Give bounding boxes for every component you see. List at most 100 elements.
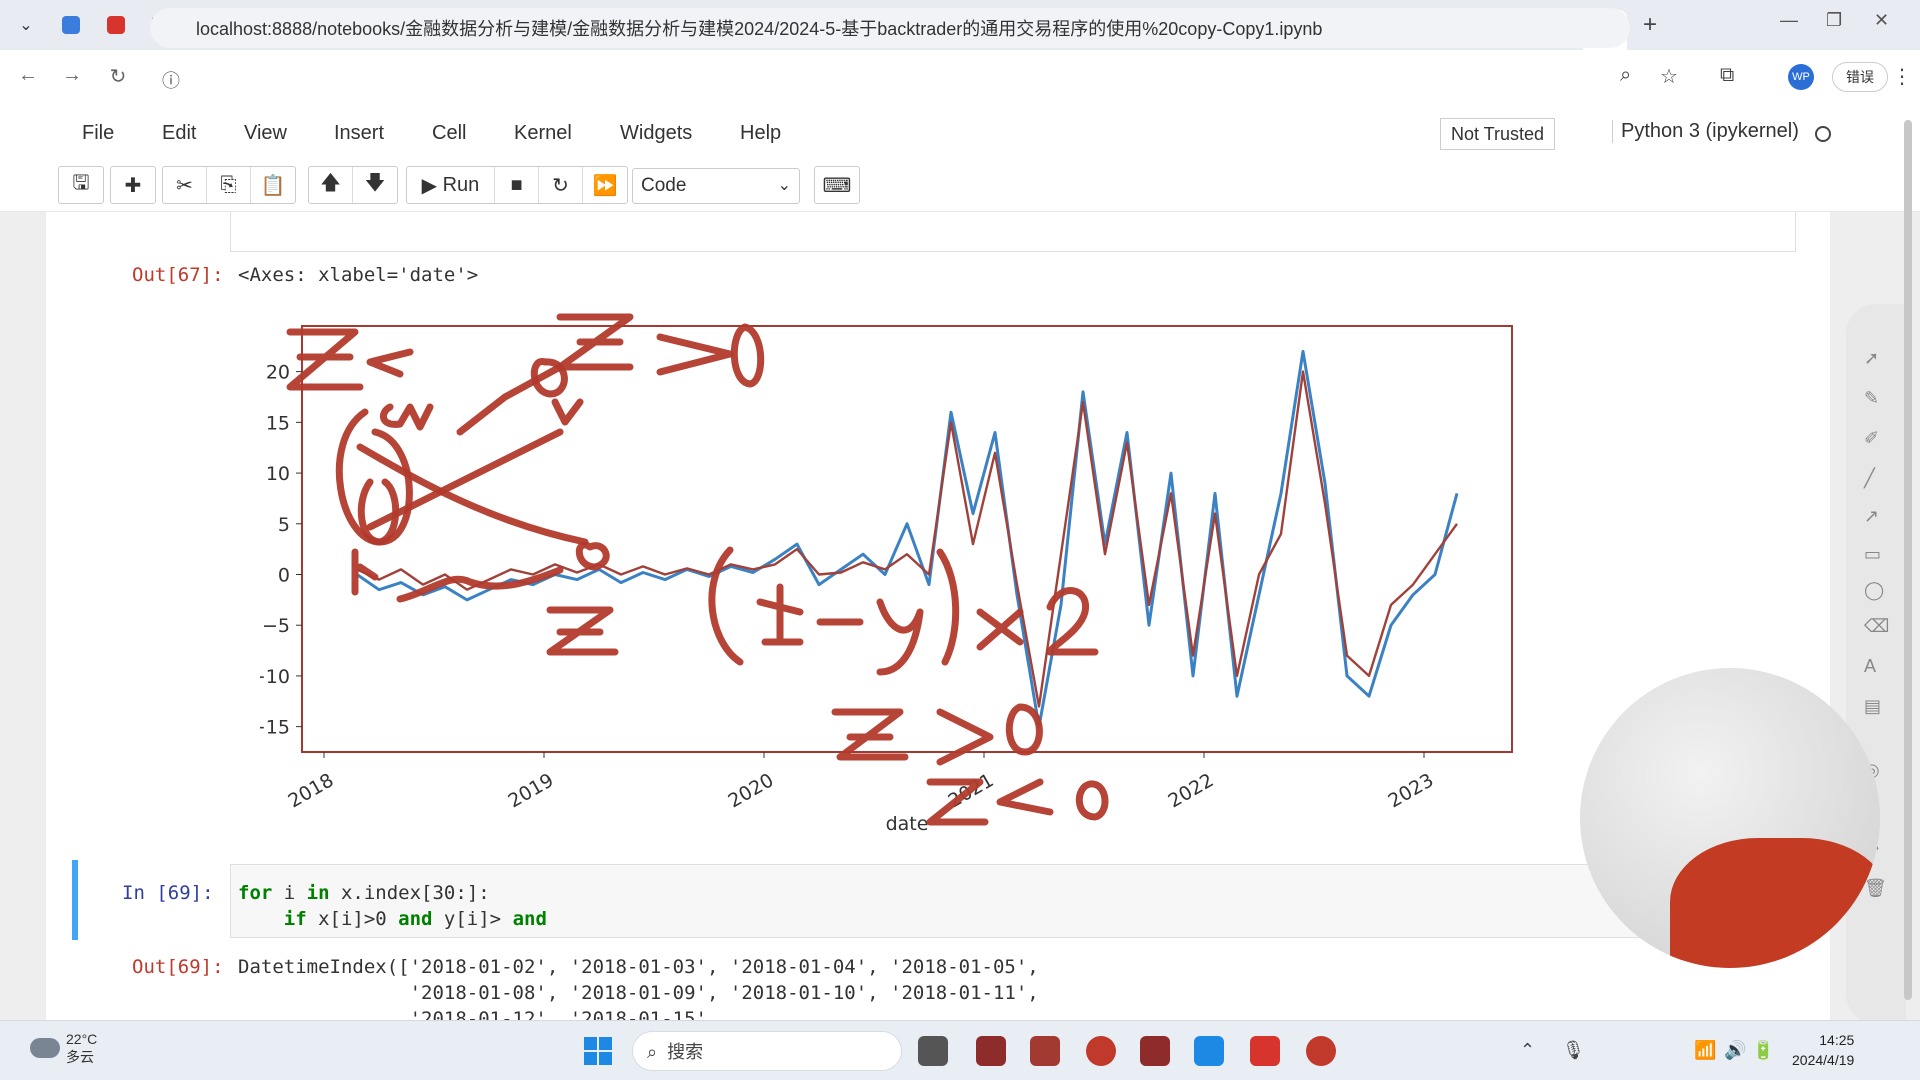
maximize-icon[interactable]: ❐ xyxy=(1826,10,1843,30)
menu-view[interactable]: View xyxy=(244,122,287,144)
annotation-stroke xyxy=(286,328,364,391)
forward-arrow-icon[interactable]: → xyxy=(62,64,82,86)
copy-icon[interactable]: ⎘ xyxy=(207,167,251,203)
pen-icon[interactable]: ✎ xyxy=(1864,388,1880,408)
eraser-icon[interactable]: ⌫ xyxy=(1864,616,1890,636)
restart-icon[interactable]: ↻ xyxy=(539,167,583,203)
kernel-name[interactable]: Python 3 (ipykernel) xyxy=(1612,120,1799,143)
new-tab-plus-icon[interactable]: + xyxy=(1643,11,1658,38)
taskbar-app-feishu-icon[interactable] xyxy=(1194,1036,1224,1066)
line-icon[interactable]: ╱ xyxy=(1864,468,1875,488)
annotation-stroke xyxy=(708,546,744,666)
code-i: i xyxy=(272,882,307,904)
cell-type-select[interactable]: Code ⌄ xyxy=(632,168,800,204)
pointer-icon[interactable]: ➚ xyxy=(1864,348,1880,368)
annotation-stroke xyxy=(351,548,379,596)
close-window-icon[interactable]: ✕ xyxy=(1874,10,1890,30)
bookmark-star-icon[interactable]: ☆ xyxy=(1660,66,1678,88)
webcam-person xyxy=(1670,838,1880,968)
page-scrollbar[interactable] xyxy=(1904,120,1912,1000)
profile-avatar[interactable]: WP xyxy=(1788,64,1814,90)
arrow-icon[interactable]: ↗ xyxy=(1864,506,1880,526)
line-plot: 20151050−5−10−15201820192020202120222023… xyxy=(250,312,1540,835)
fast-forward-icon[interactable]: ⏩ xyxy=(592,174,618,197)
tab-favicon-icon xyxy=(62,16,80,34)
annotation-stroke xyxy=(380,403,434,431)
annotation-stroke xyxy=(556,313,634,371)
chevron-down-icon: ⌄ xyxy=(777,177,791,194)
menu-cell[interactable]: Cell xyxy=(432,122,467,144)
zoom-icon[interactable]: ⌕ xyxy=(1620,64,1632,86)
taskbar-clock[interactable]: 14:25 2024/4/19 xyxy=(1792,1032,1855,1068)
menu-kernel[interactable]: Kernel xyxy=(514,122,572,144)
annotation-stroke xyxy=(396,566,564,603)
annotation-stroke xyxy=(1075,780,1109,821)
error-button[interactable]: 错误 xyxy=(1832,62,1888,92)
microphone-icon[interactable]: 🎙 xyxy=(1562,1040,1585,1060)
image-icon[interactable]: ▤ xyxy=(1864,696,1882,716)
url-input[interactable]: localhost:8888/notebooks/金融数据分析与建模/金融数据分… xyxy=(150,8,1630,48)
move-up-arrow-icon[interactable]: 🡅 xyxy=(309,167,353,203)
annotation-stroke xyxy=(831,708,909,761)
address-bar: ← → ↻ xyxy=(0,50,1920,106)
cut-scissors-icon[interactable]: ✂ xyxy=(163,167,207,203)
back-arrow-icon[interactable]: ← xyxy=(18,64,38,86)
taskbar-app-files-icon[interactable] xyxy=(918,1036,948,1066)
taskbar-app-terminal-icon[interactable] xyxy=(1140,1036,1170,1066)
annotation-stroke xyxy=(546,606,619,656)
series-line-2 xyxy=(356,370,1458,708)
paste-icon[interactable]: 📋 xyxy=(260,174,286,197)
move-down-arrow-icon[interactable]: 🡇 xyxy=(364,172,386,194)
browser-menu-icon[interactable]: ⋮ xyxy=(1892,66,1912,88)
taskbar-app-wps-icon[interactable] xyxy=(1250,1036,1280,1066)
wifi-icon[interactable]: 📶 xyxy=(1694,1040,1717,1060)
taskbar-app-record-icon[interactable] xyxy=(1306,1036,1336,1066)
minimize-icon[interactable]: — xyxy=(1780,10,1798,30)
y-tick-label: 0 xyxy=(278,565,290,587)
trust-status-button[interactable]: Not Trusted xyxy=(1440,118,1555,150)
ellipse-icon[interactable]: ◯ xyxy=(1864,580,1885,600)
taskbar-app-book-icon[interactable] xyxy=(976,1036,1006,1066)
site-info-icon[interactable]: ⓘ xyxy=(162,71,180,91)
save-icon[interactable]: 🖫 xyxy=(72,172,90,194)
keyboard-icon[interactable]: ⌨ xyxy=(822,174,852,197)
jupyter-menubar: File Edit View Insert Cell Kernel Widget… xyxy=(0,108,1920,158)
text-tool-icon[interactable]: A xyxy=(1864,656,1877,676)
browser-tab[interactable] xyxy=(98,9,134,41)
y-tick-label: −10 xyxy=(260,666,290,688)
annotation-stroke xyxy=(356,443,589,546)
taskbar-app-chrome-icon[interactable] xyxy=(1086,1036,1116,1066)
annotation-stroke xyxy=(976,608,1024,651)
y-tick-label: 10 xyxy=(266,463,290,485)
menu-file[interactable]: File xyxy=(82,122,115,144)
menu-help[interactable]: Help xyxy=(740,122,782,144)
code-y: y[i]> xyxy=(432,908,513,930)
tray-chevron-icon[interactable]: ⌃ xyxy=(1520,1040,1536,1060)
weather-widget[interactable]: 22°C 多云 xyxy=(30,1030,97,1066)
x-tick-label: 2022 xyxy=(1165,769,1218,812)
taskbar-app-folder-icon[interactable] xyxy=(1030,1036,1060,1066)
rectangle-icon[interactable]: ▭ xyxy=(1864,544,1882,564)
out67-text: <Axes: xlabel='date'> xyxy=(238,264,479,286)
menu-widgets[interactable]: Widgets xyxy=(620,122,693,144)
y-tick-label: −15 xyxy=(260,717,290,739)
tab-list-chevron-icon[interactable]: ⌄ xyxy=(19,17,33,34)
battery-icon[interactable]: 🔋 xyxy=(1752,1040,1775,1060)
run-button[interactable]: ▶ Run xyxy=(407,167,495,203)
stop-square-icon[interactable]: ■ xyxy=(495,167,539,203)
kw-if: if xyxy=(238,908,307,930)
reload-icon[interactable]: ↻ xyxy=(109,66,127,88)
menu-insert[interactable]: Insert xyxy=(334,122,385,144)
insert-cell-plus-icon[interactable]: ✚ xyxy=(124,174,142,197)
volume-icon[interactable]: 🔊 xyxy=(1724,1040,1747,1060)
windows-start-icon[interactable] xyxy=(584,1037,612,1065)
code-line-1: for i in x.index[30:]: xyxy=(238,882,490,904)
annotation-stroke xyxy=(936,708,994,766)
kw-and-1: and xyxy=(398,908,433,930)
extensions-icon[interactable]: ⧉ xyxy=(1720,64,1735,86)
highlighter-icon[interactable]: ✐ xyxy=(1864,428,1880,448)
taskbar-search[interactable]: ⌕ 搜索 xyxy=(632,1031,902,1071)
menu-edit[interactable]: Edit xyxy=(162,122,197,144)
browser-tab[interactable] xyxy=(53,9,89,41)
code-editor[interactable] xyxy=(230,864,1790,938)
